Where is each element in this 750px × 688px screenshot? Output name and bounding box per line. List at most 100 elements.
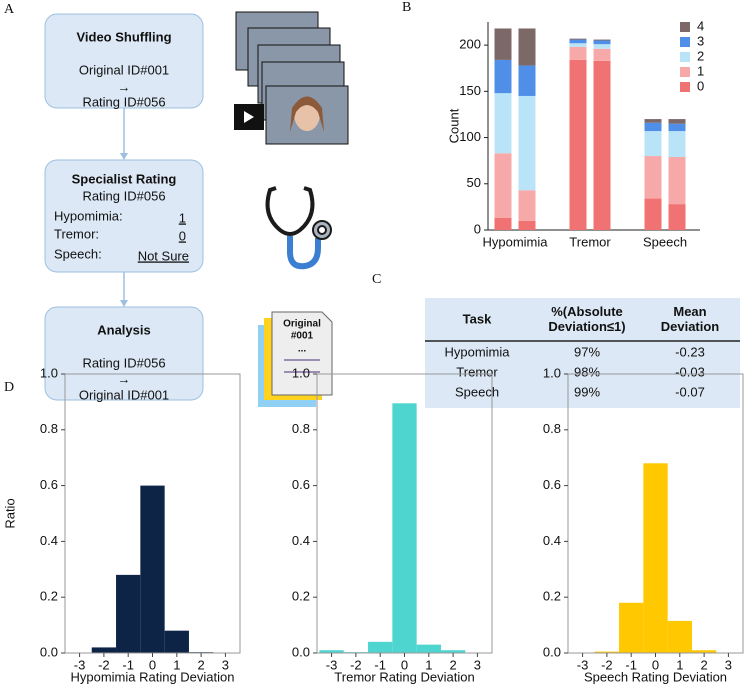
x-tick-label: 0 — [149, 657, 156, 672]
histogram-bar — [368, 641, 393, 653]
y-tick-label: 0.4 — [543, 533, 561, 548]
table-cell: Speech — [455, 384, 499, 399]
panel-label: C — [372, 272, 381, 287]
bar-segment — [494, 59, 512, 94]
y-tick-label: 0.6 — [40, 477, 58, 492]
y-tick-label: 0.8 — [40, 421, 58, 436]
table-header: %(Absolute — [551, 304, 623, 319]
field-value: 1 — [179, 210, 186, 225]
arrow-head — [120, 153, 128, 160]
legend-label: 2 — [697, 48, 704, 63]
doc-text: ... — [298, 344, 307, 355]
field-label: Hypomimia: — [54, 208, 123, 223]
bar-segment — [569, 59, 587, 230]
y-tick-label: 0 — [474, 221, 481, 236]
histogram-bar — [440, 650, 466, 653]
box-title: Analysis — [97, 322, 150, 337]
y-tick-label: 50 — [467, 175, 481, 190]
doc-text: Original — [283, 319, 321, 330]
histogram-bar — [164, 630, 189, 653]
table-cell: 98% — [574, 364, 600, 379]
y-tick-label: 150 — [459, 83, 481, 98]
bar-segment — [569, 46, 587, 60]
panel-label: B — [402, 0, 411, 15]
x-tick-label: -3 — [74, 657, 86, 672]
x-tick-label: 0 — [652, 657, 659, 672]
x-axis-label: Hypomimia Rating Deviation — [70, 669, 234, 684]
bar-segment — [569, 38, 587, 40]
y-tick-label: 0.6 — [543, 477, 561, 492]
x-tick-label: 1 — [676, 657, 683, 672]
bar-segment — [668, 156, 686, 205]
histogram-bar — [392, 403, 417, 653]
x-tick-label: -1 — [122, 657, 134, 672]
bar-segment — [593, 60, 611, 231]
table-cell: Hypomimia — [444, 344, 510, 359]
y-tick-label: 0.0 — [40, 644, 58, 659]
bar-segment — [518, 28, 536, 66]
table-cell: -0.07 — [675, 384, 705, 399]
histogram-bar — [91, 647, 117, 653]
legend-swatch — [680, 67, 690, 77]
bar-segment — [494, 217, 512, 230]
table-cell: Tremor — [456, 364, 498, 379]
y-axis-label: Count — [446, 108, 461, 143]
x-tick-label: 3 — [725, 657, 732, 672]
table-header: Deviation — [661, 319, 720, 334]
panel-label: D — [4, 380, 14, 395]
y-tick-label: 0.0 — [543, 644, 561, 659]
x-tick-label: -3 — [326, 657, 338, 672]
field-label: Tremor: — [54, 226, 99, 241]
histogram-bar — [594, 651, 620, 653]
box-title: Video Shuffling — [76, 29, 171, 44]
legend-label: 3 — [697, 33, 704, 48]
x-tick-label: -3 — [577, 657, 589, 672]
bar-segment — [494, 28, 512, 60]
box-line: → — [118, 371, 131, 386]
stethoscope-icon — [265, 186, 332, 270]
histogram-bar — [643, 463, 668, 653]
box-line: Rating ID#056 — [82, 94, 165, 109]
x-tick-label: -2 — [601, 657, 613, 672]
x-tick-label: Speech — [643, 234, 687, 249]
bar-segment — [644, 156, 662, 199]
histogram-bar — [319, 650, 344, 653]
table-bg — [425, 298, 740, 408]
legend-swatch — [680, 22, 690, 32]
x-axis-label: Speech Rating Deviation — [584, 669, 727, 684]
bar-segment — [593, 48, 611, 61]
table-header: Deviation≤1) — [548, 319, 625, 334]
histogram-bar — [619, 602, 644, 653]
x-tick-label: -2 — [350, 657, 362, 672]
bar-segment — [644, 122, 662, 132]
legend-swatch — [680, 82, 690, 92]
x-tick-label: -1 — [625, 657, 637, 672]
document-icon: Original #001 ... — [258, 311, 333, 407]
histogram-bar — [667, 620, 692, 653]
x-tick-label: 2 — [197, 657, 204, 672]
bar-segment — [494, 93, 512, 154]
bar-segment — [518, 65, 536, 96]
table-cell: -0.23 — [675, 344, 705, 359]
legend-label: 0 — [697, 78, 704, 93]
field-value: Not Sure — [138, 248, 189, 263]
x-tick-label: 2 — [449, 657, 456, 672]
legend-label: 1 — [697, 63, 704, 78]
bar-segment — [593, 39, 611, 41]
panel-label: A — [4, 2, 15, 17]
histogram-bar — [140, 485, 165, 653]
bar-segment — [644, 131, 662, 157]
bar-segment — [518, 190, 536, 221]
bar-segment — [668, 204, 686, 230]
video-icon — [234, 11, 349, 145]
histogram-bar — [416, 644, 441, 653]
y-axis-label: Ratio — [2, 498, 17, 528]
x-tick-label: -2 — [98, 657, 110, 672]
y-tick-label: 0.8 — [292, 421, 310, 436]
y-tick-label: 1.0 — [40, 365, 58, 380]
x-tick-label: Hypomimia — [482, 234, 548, 249]
legend-swatch — [680, 37, 690, 47]
x-axis-label: Tremor Rating Deviation — [334, 669, 474, 684]
x-tick-label: 3 — [222, 657, 229, 672]
